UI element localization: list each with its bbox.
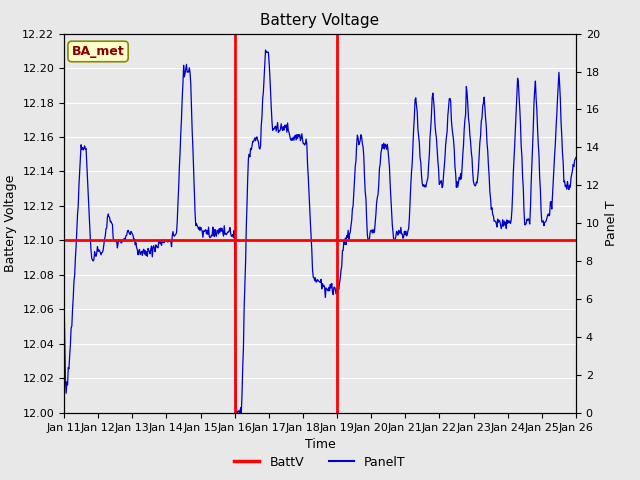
Text: BA_met: BA_met [72, 45, 124, 58]
X-axis label: Time: Time [305, 438, 335, 451]
Y-axis label: Battery Voltage: Battery Voltage [4, 175, 17, 272]
Legend: BattV, PanelT: BattV, PanelT [229, 451, 411, 474]
Title: Battery Voltage: Battery Voltage [260, 13, 380, 28]
Y-axis label: Panel T: Panel T [605, 200, 618, 246]
